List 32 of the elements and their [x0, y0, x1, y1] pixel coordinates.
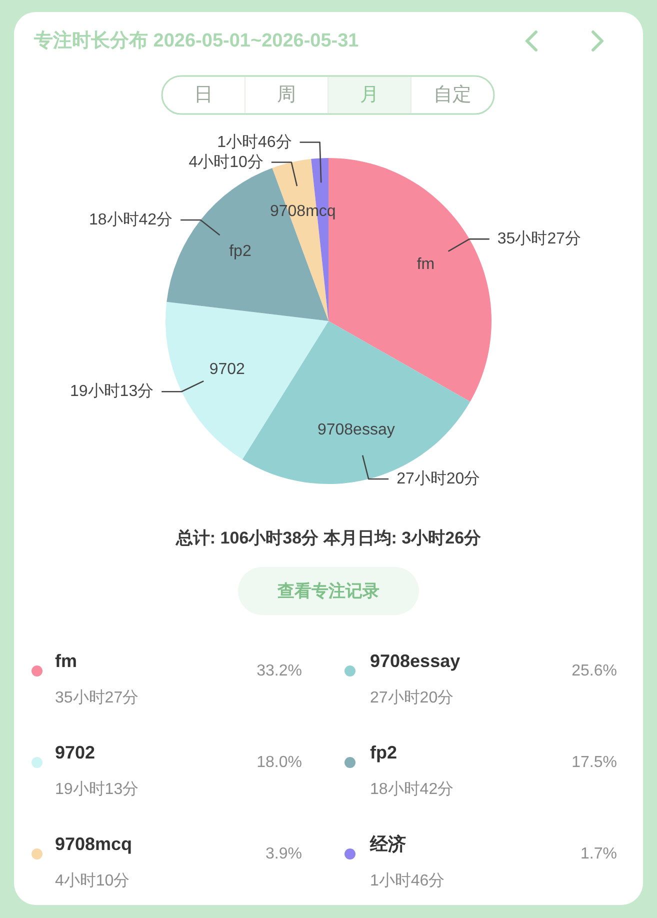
title: 专注时长分布 2026-05-01~2026-05-31 — [34, 30, 359, 52]
legend-label: 9702 — [55, 742, 96, 762]
button: 查看专注记录 — [238, 567, 419, 615]
text: 27小时20分 — [396, 470, 480, 488]
slice-label: 9708essay — [317, 422, 395, 439]
legend-label: fm — [55, 651, 77, 671]
segmented-control: 日 周 月 自定 — [161, 75, 495, 115]
text: 35小时27分 — [497, 230, 581, 248]
data-label: 3.9% — [266, 846, 302, 862]
data-label: 1.7% — [580, 846, 617, 862]
legend-label: 9708essay — [370, 651, 460, 671]
slice-label: fm — [416, 256, 435, 273]
text: 27小时20分 — [370, 690, 454, 706]
slice-label: 9702 — [209, 361, 246, 378]
legend-label: fp2 — [370, 742, 397, 762]
text: 18小时42分 — [88, 212, 173, 228]
text: 35小时27分 — [55, 690, 139, 706]
subtitle: 总计: 106小时38分 本月日均: 3小时26分 — [176, 528, 482, 548]
text: 4小时10分 — [188, 154, 264, 171]
text: 18小时42分 — [370, 781, 454, 798]
text: 19小时13分 — [70, 383, 154, 400]
text: 1小时46分 — [217, 134, 292, 151]
data-label: 17.5% — [572, 754, 617, 771]
slice-label: fp2 — [229, 242, 252, 260]
text: 4小时10分 — [55, 872, 130, 890]
legend-label: 经济 — [369, 834, 406, 854]
data-label: 18.0% — [256, 754, 302, 771]
data-label: 25.6% — [572, 662, 617, 680]
data-label: 33.2% — [256, 662, 302, 680]
text: 19小时13分 — [55, 781, 139, 798]
text: 1小时46分 — [370, 872, 445, 890]
legend-label: 9708mcq — [55, 834, 132, 854]
